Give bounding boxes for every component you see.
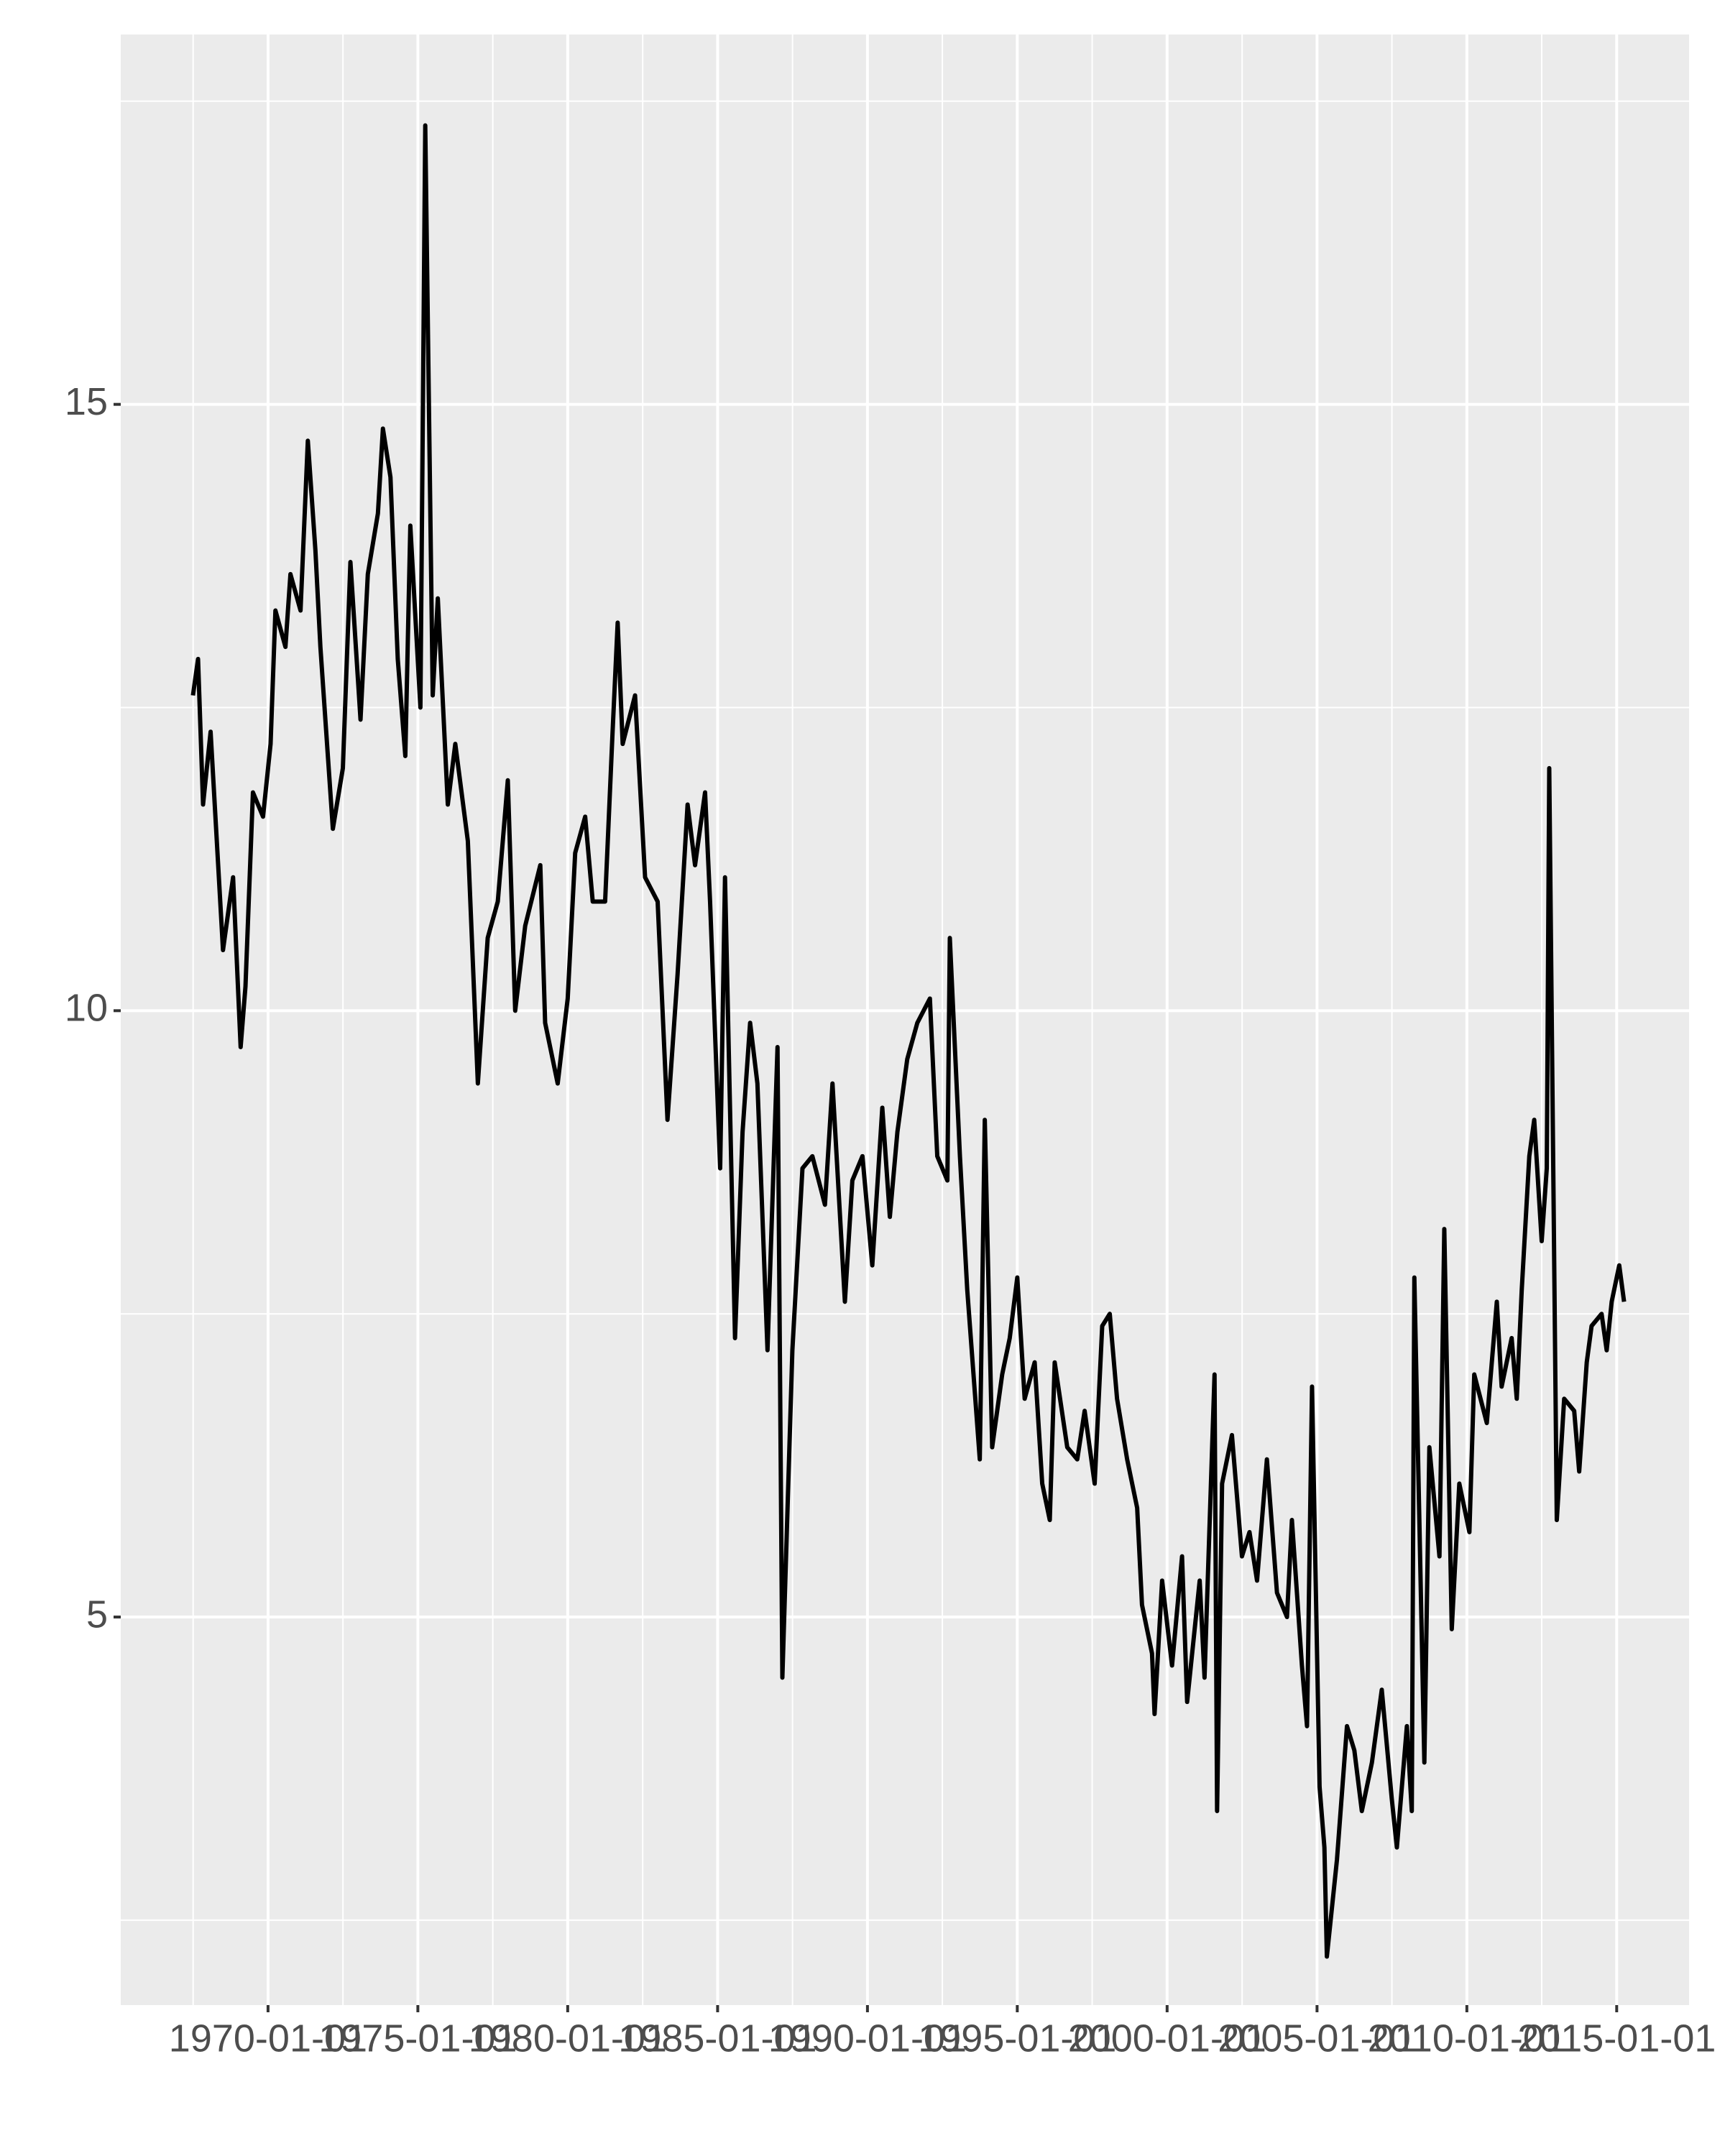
x-tick-label: 1990-01-01 xyxy=(768,2017,967,2060)
x-tick-label: 1970-01-01 xyxy=(169,2017,367,2060)
data-line xyxy=(190,123,1627,1959)
x-tick-label: 2005-01-01 xyxy=(1218,2017,1416,2060)
x-tick-label: 1995-01-01 xyxy=(918,2017,1116,2060)
x-tick-label: 2015-01-01 xyxy=(1517,2017,1716,2060)
x-tick-label: 1975-01-01 xyxy=(318,2017,517,2060)
x-tick-label: 2010-01-01 xyxy=(1368,2017,1566,2060)
x-tick-label: 1980-01-01 xyxy=(469,2017,667,2060)
y-tick-label: 15 xyxy=(65,380,108,423)
y-tick-label: 10 xyxy=(65,987,108,1030)
panel xyxy=(121,34,1689,2005)
x-tick-label: 2000-01-01 xyxy=(1068,2017,1266,2060)
x-tick-label: 1985-01-01 xyxy=(618,2017,816,2060)
y-tick-label: 5 xyxy=(86,1593,108,1636)
